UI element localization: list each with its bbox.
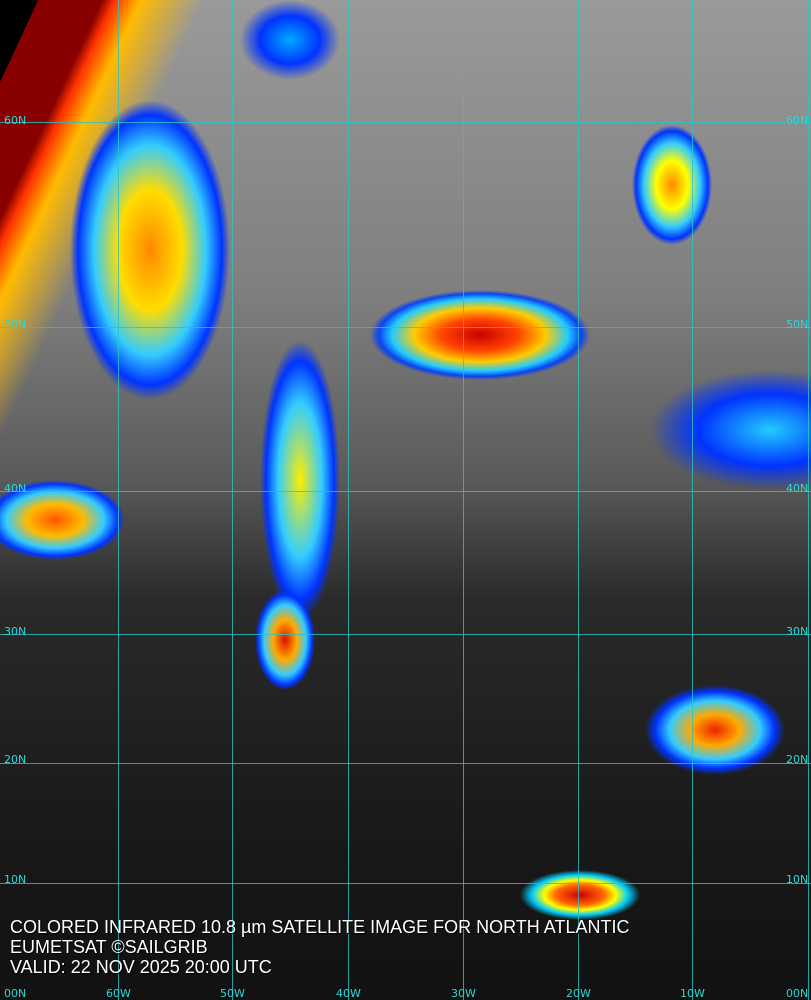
lat-label-right: 50N [786,318,809,331]
lon-label: 20W [566,987,591,1000]
lon-label: 00N [786,987,809,1000]
lat-label-right: 10N [786,873,809,886]
lat-label-left: 50N [4,318,27,331]
gridline-10n [0,883,811,884]
lat-label-left: 30N [4,625,27,638]
gridline-10w [692,0,693,1000]
gridline-20n [0,763,811,764]
valid-time: VALID: 22 NOV 2025 20:00 UTC [10,957,272,977]
lon-label: 50W [220,987,245,1000]
lon-label: 30W [451,987,476,1000]
image-credit: EUMETSAT ©SAILGRIB [10,937,208,957]
gridline-60w [118,0,119,1000]
lat-label-right: 60N [786,114,809,127]
gridline-30n [0,634,811,635]
lon-label: 10W [680,987,705,1000]
gridline-50n [0,327,811,328]
gridline-30w [463,0,464,1000]
image-title: COLORED INFRARED 10.8 µm SATELLITE IMAGE… [10,917,630,937]
lat-label-left: 20N [4,753,27,766]
gridline-40n [0,491,811,492]
gridline-00 [808,0,809,1000]
gridline-50w [232,0,233,1000]
lat-label-right: 20N [786,753,809,766]
lat-label-left: 40N [4,482,27,495]
gridline-60n [0,122,811,123]
lon-label: 40W [336,987,361,1000]
lat-label-right: 40N [786,482,809,495]
lat-label-left: 00N [4,987,27,1000]
lat-label-left: 60N [4,114,27,127]
lat-label-left: 10N [4,873,27,886]
gridline-40w [348,0,349,1000]
lat-label-right: 30N [786,625,809,638]
gridline-20w [578,0,579,1000]
lon-label: 60W [106,987,131,1000]
